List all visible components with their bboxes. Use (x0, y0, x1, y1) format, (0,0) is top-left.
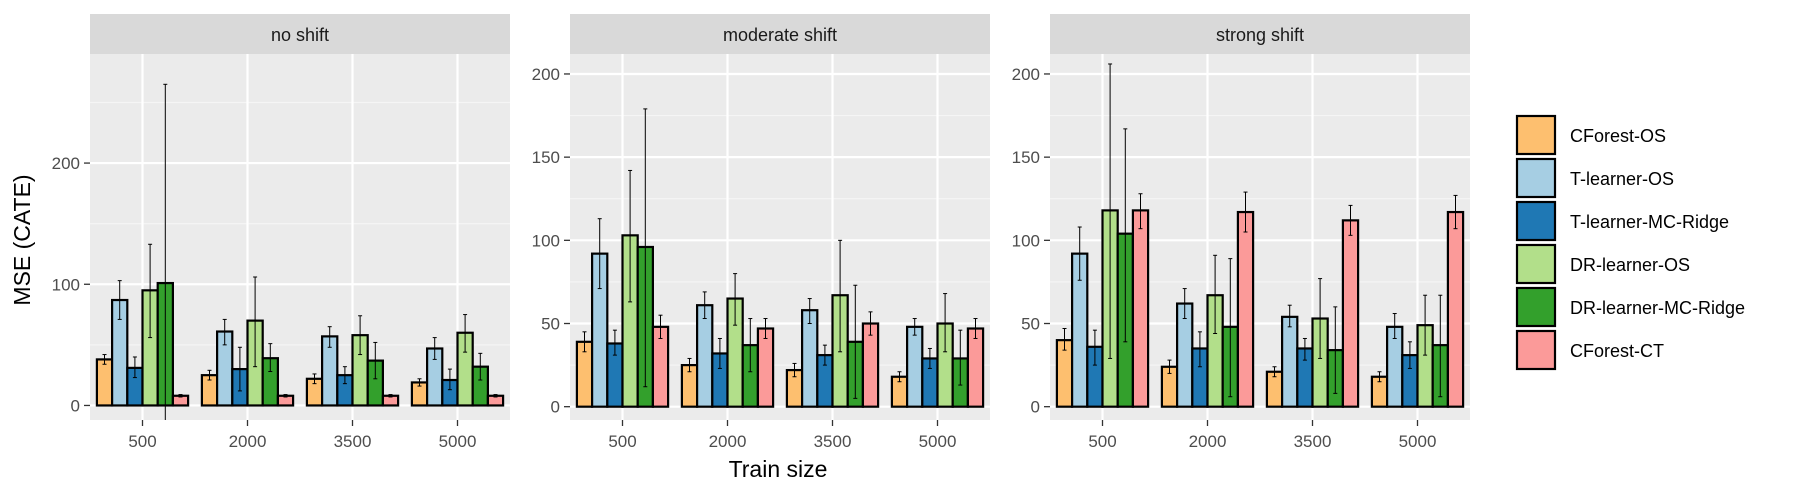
bar (861, 322, 880, 408)
legend-label: CForest-OS (1570, 126, 1666, 146)
legend-item: DR-learner-MC-Ridge (1515, 286, 1745, 328)
x-tick-label: 2000 (1189, 432, 1227, 451)
x-tick-label: 3500 (1294, 432, 1332, 451)
bar (966, 327, 985, 408)
legend-swatch (1515, 286, 1557, 328)
legend-swatch (1515, 243, 1557, 285)
y-tick-label: 150 (532, 148, 560, 167)
facet-title: moderate shift (723, 25, 837, 45)
legend-item: T-learner-MC-Ridge (1515, 200, 1729, 242)
x-tick-label: 3500 (814, 432, 852, 451)
x-tick-label: 500 (1088, 432, 1116, 451)
x-tick-label: 500 (608, 432, 636, 451)
legend-item: CForest-CT (1515, 329, 1664, 371)
x-tick-label: 500 (128, 432, 156, 451)
legend-label: T-learner-OS (1570, 169, 1674, 189)
bar (1236, 210, 1255, 408)
x-tick-label: 3500 (334, 432, 372, 451)
facet-title: strong shift (1216, 25, 1304, 45)
y-tick-label: 100 (1012, 231, 1040, 250)
legend-label: DR-learner-MC-Ridge (1570, 298, 1745, 318)
legend-item: DR-learner-OS (1515, 243, 1690, 285)
y-tick-label: 50 (541, 315, 560, 334)
legend-swatch (1515, 329, 1557, 371)
legend: CForest-OS T-learner-OS T-learner-MC-Ridge… (1515, 114, 1745, 371)
legend-label: T-learner-MC-Ridge (1570, 212, 1729, 232)
x-tick-label: 2000 (229, 432, 267, 451)
bar (1446, 210, 1465, 408)
x-tick-label: 5000 (919, 432, 957, 451)
bar (1280, 315, 1299, 408)
bar (800, 309, 819, 408)
legend-swatch (1515, 200, 1557, 242)
bar (905, 325, 924, 408)
facet-strip (1050, 14, 1470, 54)
bar (95, 358, 114, 407)
x-tick-label: 2000 (709, 432, 747, 451)
y-tick-label: 0 (551, 398, 560, 417)
x-axis-title: Train size (729, 456, 828, 482)
y-tick-label: 150 (1012, 148, 1040, 167)
facet-strip (90, 14, 510, 54)
y-axis-title: MSE (CATE) (9, 174, 35, 305)
legend-swatch (1515, 157, 1557, 199)
legend-label: DR-learner-OS (1570, 255, 1690, 275)
y-tick-label: 200 (52, 154, 80, 173)
y-tick-label: 100 (532, 231, 560, 250)
legend-swatch (1515, 114, 1557, 156)
y-tick-label: 200 (532, 65, 560, 84)
y-tick-label: 200 (1012, 65, 1040, 84)
bar (1341, 219, 1360, 408)
facet-panel: moderate shift 0 50 100 150 200 500 2000 3500 500… (532, 14, 990, 451)
facet-strip (570, 14, 990, 54)
bar (695, 304, 714, 408)
bar (1131, 209, 1150, 408)
legend-label: CForest-CT (1570, 341, 1664, 361)
y-tick-label: 100 (52, 275, 80, 294)
facet-title: no shift (271, 25, 329, 45)
y-tick-label: 0 (1031, 398, 1040, 417)
bar (756, 327, 775, 408)
x-tick-label: 5000 (1399, 432, 1437, 451)
x-tick-label: 5000 (439, 432, 477, 451)
legend-item: T-learner-OS (1515, 157, 1674, 199)
legend-item: CForest-OS (1515, 114, 1666, 156)
facet-panel: no shift 0 100 200 500 2000 3500 5000 (52, 14, 510, 451)
y-tick-label: 50 (1021, 315, 1040, 334)
y-tick-label: 0 (71, 396, 80, 415)
facet-panel: strong shift 0 50 100 150 200 500 2000 3500 5000 (1012, 14, 1470, 451)
